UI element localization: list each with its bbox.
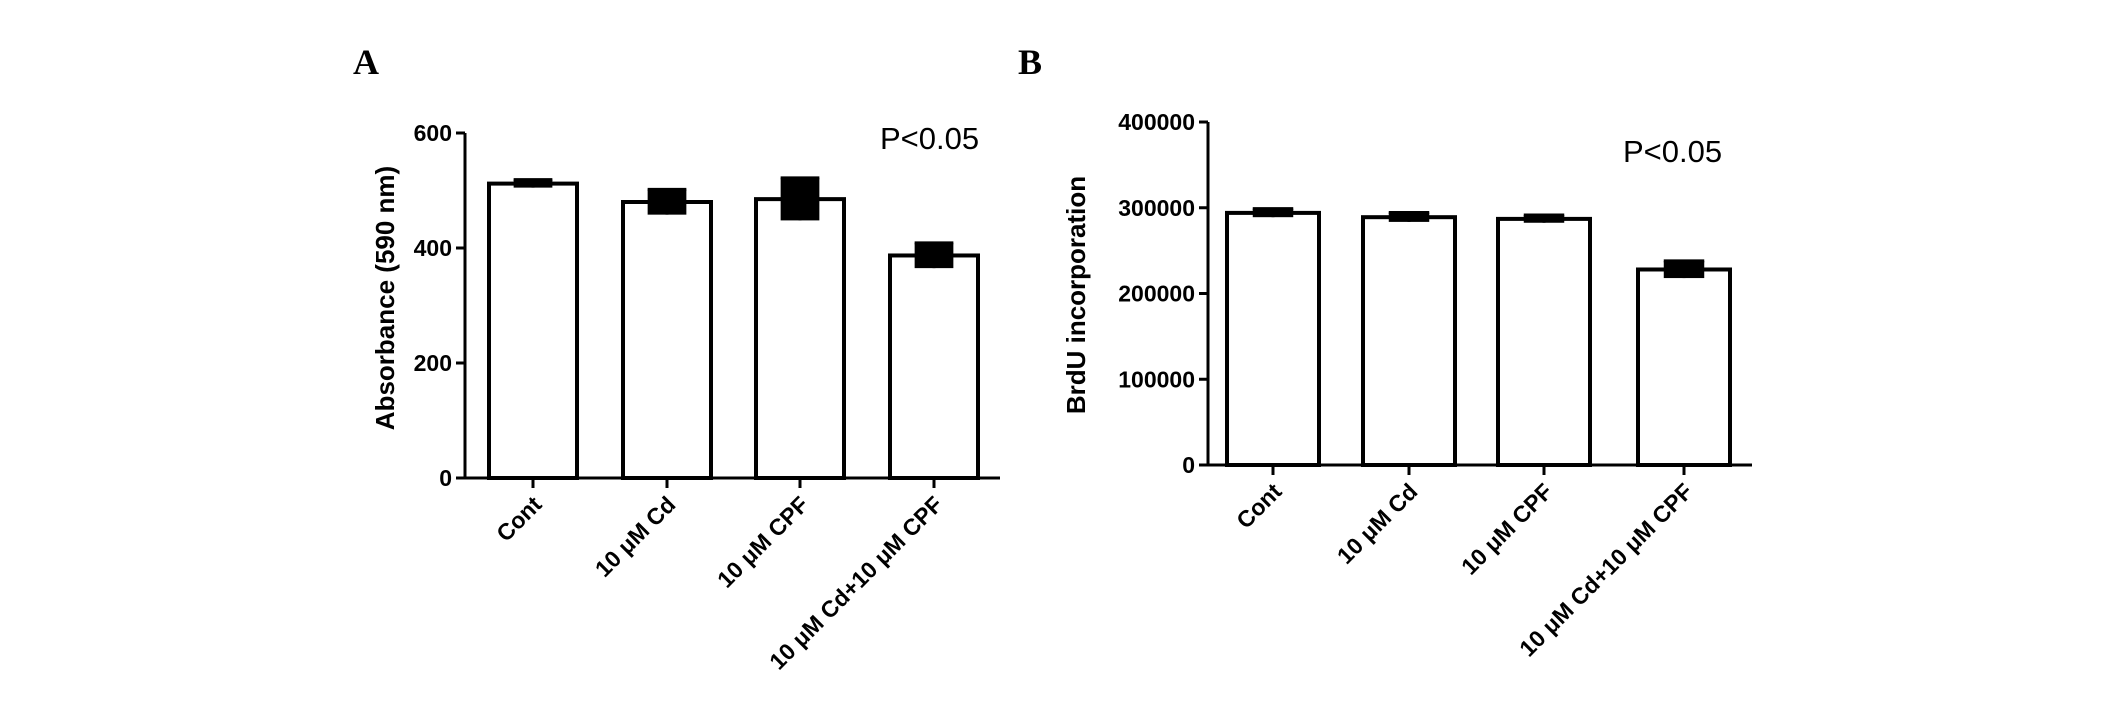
bar	[1225, 210, 1321, 467]
panel-b: B P<0.05 BrdU incorporation 0 100000 20000…	[1018, 42, 1752, 661]
y-tick-label: 600	[414, 120, 452, 146]
x-tick-label: 10 μM Cd	[1332, 478, 1423, 569]
y-tick-label: 200000	[1118, 281, 1195, 307]
bar	[1361, 215, 1457, 467]
p-value-annotation: P<0.05	[1623, 134, 1722, 169]
bar	[1636, 267, 1732, 467]
y-tick-label: 400	[414, 235, 452, 261]
x-tick-label: 10 μM CPF	[1456, 478, 1558, 580]
plot-area: 0 100000 200000 300000 400000 Cont 10 μM Cd 10 …	[1118, 109, 1752, 661]
bar	[621, 200, 713, 480]
panel-a: A P<0.05 Absorbance (590 nm) 0 200 400 600 C…	[353, 42, 1000, 674]
x-tick-label: Cont	[491, 491, 547, 547]
bar	[888, 253, 980, 480]
y-tick-label: 0	[439, 465, 452, 491]
bar	[487, 181, 579, 480]
panel-letter: A	[353, 42, 379, 82]
y-tick-label: 0	[1182, 452, 1195, 478]
p-value-annotation: P<0.05	[880, 121, 979, 156]
bar	[1496, 216, 1592, 467]
panel-letter: B	[1018, 42, 1042, 82]
x-tick-label: 10 μM CPF	[712, 491, 814, 593]
y-axis-title: Absorbance (590 nm)	[370, 166, 400, 430]
x-tick-label: 10 μM Cd	[590, 491, 681, 582]
y-tick-label: 400000	[1118, 109, 1195, 135]
y-axis-title: BrdU incorporation	[1061, 176, 1091, 414]
bar	[754, 197, 846, 480]
y-tick-label: 300000	[1118, 195, 1195, 221]
x-tick-label: Cont	[1231, 478, 1287, 534]
y-tick-label: 200	[414, 350, 452, 376]
y-tick-label: 100000	[1118, 366, 1195, 392]
